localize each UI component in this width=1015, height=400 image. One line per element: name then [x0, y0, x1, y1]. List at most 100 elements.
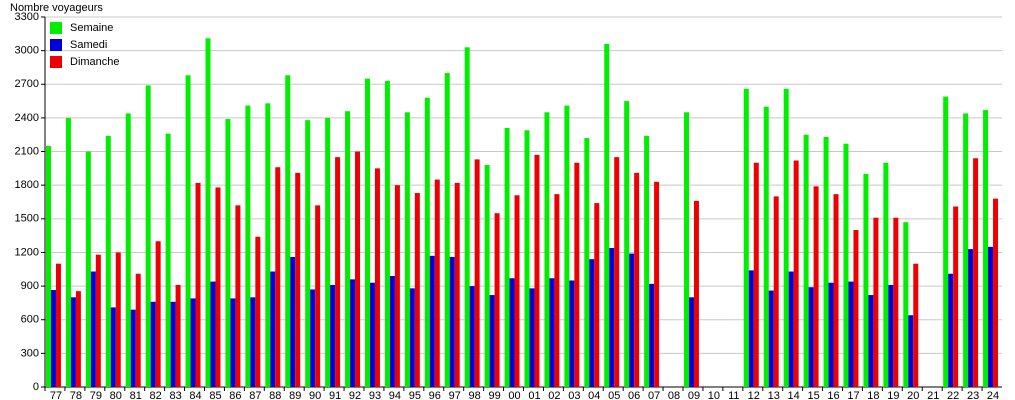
bar — [255, 236, 261, 387]
x-tick-label: 79 — [90, 390, 102, 400]
bar — [833, 194, 839, 387]
bar — [743, 88, 749, 388]
legend-swatch — [50, 39, 62, 51]
x-tick-label: 03 — [568, 390, 580, 400]
bar — [185, 75, 191, 387]
x-tick-label: 10 — [708, 390, 720, 400]
bar — [973, 158, 979, 387]
bar — [110, 307, 116, 387]
x-tick-label: 04 — [588, 390, 600, 400]
bar — [350, 279, 356, 387]
bar — [509, 278, 515, 387]
x-tick-label: 87 — [249, 390, 261, 400]
bar — [589, 259, 595, 387]
y-axis-label: Nombre voyageurs — [10, 2, 103, 14]
x-tick-label: 24 — [987, 390, 999, 400]
bar — [275, 167, 281, 387]
bar — [130, 309, 136, 387]
bar — [469, 286, 475, 387]
bar — [888, 284, 894, 387]
bar — [948, 273, 954, 387]
bar — [414, 193, 420, 387]
x-tick-label: 88 — [269, 390, 281, 400]
bar — [489, 295, 495, 387]
x-tick-label: 12 — [748, 390, 760, 400]
x-tick-label: 90 — [309, 390, 321, 400]
bar — [943, 96, 949, 387]
bar — [529, 288, 535, 387]
bar — [594, 203, 600, 387]
x-tick-label: 02 — [548, 390, 560, 400]
bar — [953, 206, 959, 387]
bar — [85, 151, 91, 387]
bar — [993, 198, 999, 387]
bar — [544, 112, 550, 387]
bar — [843, 143, 849, 387]
bar — [983, 110, 989, 387]
bar — [210, 281, 216, 387]
x-tick-label: 81 — [130, 390, 142, 400]
y-tick-label: 0 — [33, 381, 39, 393]
bar — [564, 105, 570, 388]
bar — [394, 185, 400, 387]
x-tick-label: 78 — [70, 390, 82, 400]
bar — [783, 88, 789, 388]
legend-swatch — [50, 56, 62, 68]
x-tick-label: 98 — [469, 390, 481, 400]
bar — [265, 103, 271, 387]
bar — [903, 222, 909, 387]
bar — [908, 315, 914, 387]
bar — [404, 112, 410, 387]
x-tick-label: 93 — [369, 390, 381, 400]
bar — [793, 160, 799, 387]
bar — [310, 289, 316, 387]
bar — [614, 157, 620, 387]
x-tick-label: 01 — [528, 390, 540, 400]
y-tick-label: 1200 — [15, 246, 39, 258]
bar — [634, 172, 640, 387]
bar — [534, 154, 540, 387]
x-tick-label: 08 — [668, 390, 680, 400]
bar — [135, 273, 141, 387]
bar — [170, 301, 176, 387]
bar — [644, 135, 650, 387]
bar — [604, 43, 610, 388]
bar — [464, 47, 470, 387]
bar — [215, 187, 221, 387]
bar — [868, 295, 874, 387]
bar — [444, 73, 450, 387]
bar — [325, 117, 331, 387]
bar — [175, 284, 181, 387]
bar — [384, 80, 390, 387]
bar — [748, 270, 754, 387]
bar — [235, 205, 241, 387]
bar — [369, 282, 375, 387]
x-tick-label: 19 — [887, 390, 899, 400]
bar — [968, 249, 974, 387]
x-tick-label: 13 — [768, 390, 780, 400]
x-tick-label: 82 — [150, 390, 162, 400]
bar — [165, 133, 171, 387]
y-tick-label: 2700 — [15, 78, 39, 90]
y-tick-label: 900 — [21, 280, 39, 292]
x-tick-label: 92 — [349, 390, 361, 400]
bar — [574, 162, 580, 387]
bar — [813, 186, 819, 387]
y-tick-label: 1800 — [15, 179, 39, 191]
x-tick-label: 96 — [429, 390, 441, 400]
x-tick-label: 85 — [209, 390, 221, 400]
bar — [305, 120, 311, 387]
bar — [409, 288, 415, 387]
bar — [65, 117, 71, 387]
bar — [389, 276, 395, 387]
bar — [434, 179, 440, 387]
bar — [629, 253, 635, 387]
bar — [853, 230, 859, 387]
bar — [250, 297, 256, 387]
bar — [569, 280, 575, 387]
y-tick-label: 300 — [21, 347, 39, 359]
x-tick-label: 89 — [289, 390, 301, 400]
x-tick-label: 83 — [169, 390, 181, 400]
bar — [649, 283, 655, 387]
